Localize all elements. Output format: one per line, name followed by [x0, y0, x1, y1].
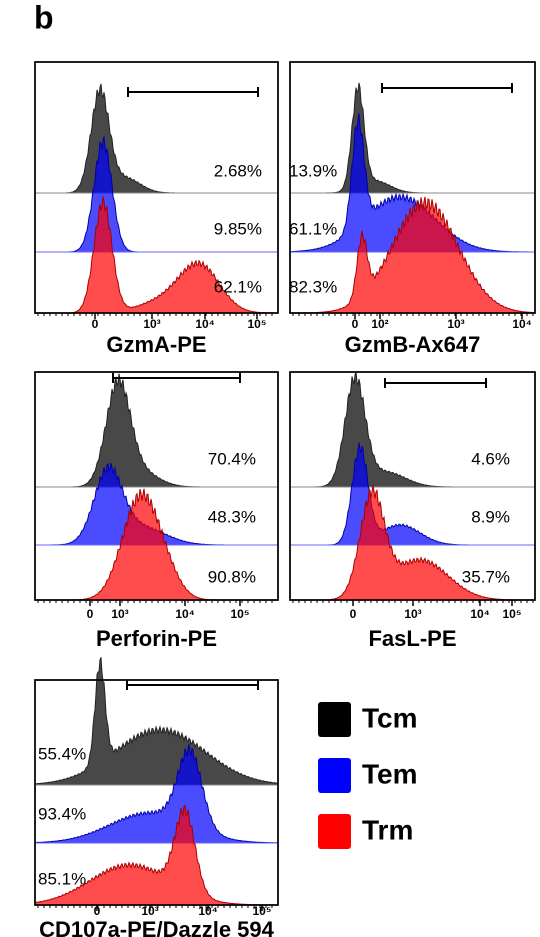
legend-label: Trm	[362, 814, 413, 845]
percentage: 70.4%	[208, 449, 256, 468]
tick-label: 0	[350, 607, 357, 621]
percentage: 85.1%	[38, 869, 86, 888]
panel-border	[34, 679, 279, 906]
histogram	[34, 744, 279, 844]
tick-label: 10²	[371, 317, 388, 331]
percentage: 13.9%	[289, 161, 337, 180]
percentage: 8.9%	[471, 507, 510, 526]
x-label: Perforin-PE	[96, 626, 217, 651]
panel-frame	[34, 679, 279, 906]
tick-label: 10³	[141, 904, 158, 918]
x-label: GzmA-PE	[106, 332, 206, 357]
panel-border	[34, 61, 279, 314]
percentage: 55.4%	[38, 744, 86, 763]
percentage: 61.1%	[289, 219, 337, 238]
tick-label: 10³	[143, 317, 160, 331]
histogram	[289, 113, 536, 253]
percentage: 48.3%	[208, 507, 256, 526]
legend-swatch	[318, 702, 351, 737]
percentage: 35.7%	[462, 567, 510, 586]
tick-label: 10⁴	[470, 607, 489, 621]
tick-label: 0	[92, 317, 99, 331]
percentage: 4.6%	[471, 449, 510, 468]
tick-label: 0	[94, 904, 101, 918]
tick-label: 10⁵	[248, 317, 267, 331]
histogram	[34, 657, 279, 786]
x-label: CD107a-PE/Dazzle 594	[39, 917, 275, 937]
tick-label: 10⁴	[175, 607, 194, 621]
legend-label: Tcm	[362, 702, 418, 733]
panel-frame	[34, 61, 279, 314]
tick-label: 10⁵	[231, 607, 250, 621]
tick-label: 0	[352, 317, 359, 331]
tick-label: 10³	[404, 607, 421, 621]
panel-border	[34, 371, 279, 601]
tick-label: 10⁴	[195, 317, 214, 331]
legend-swatch	[318, 758, 351, 793]
percentage: 9.85%	[214, 219, 262, 238]
histogram	[289, 196, 536, 314]
x-label: GzmB-Ax647	[345, 332, 481, 357]
histogram	[34, 804, 279, 906]
tick-label: 0	[87, 607, 94, 621]
x-label: FasL-PE	[368, 626, 456, 651]
legend-swatch	[318, 814, 351, 849]
percentage: 93.4%	[38, 804, 86, 823]
tick-label: 10⁵	[253, 904, 272, 918]
tick-label: 10⁴	[198, 904, 217, 918]
percentage: 90.8%	[208, 567, 256, 586]
percentage: 82.3%	[289, 277, 337, 296]
tick-label: 10³	[447, 317, 464, 331]
histogram	[35, 196, 279, 314]
tick-label: 10³	[111, 607, 128, 621]
tick-label: 10⁴	[512, 317, 531, 331]
legend-label: Tem	[362, 758, 418, 789]
gate	[384, 378, 487, 388]
gate	[126, 680, 259, 690]
gate	[127, 87, 259, 97]
gate	[381, 83, 513, 93]
tick-label: 10⁵	[503, 607, 522, 621]
percentage: 62.1%	[214, 277, 262, 296]
percentage: 2.68%	[214, 161, 262, 180]
panel-label: b	[34, 0, 54, 35]
gate	[112, 373, 241, 383]
